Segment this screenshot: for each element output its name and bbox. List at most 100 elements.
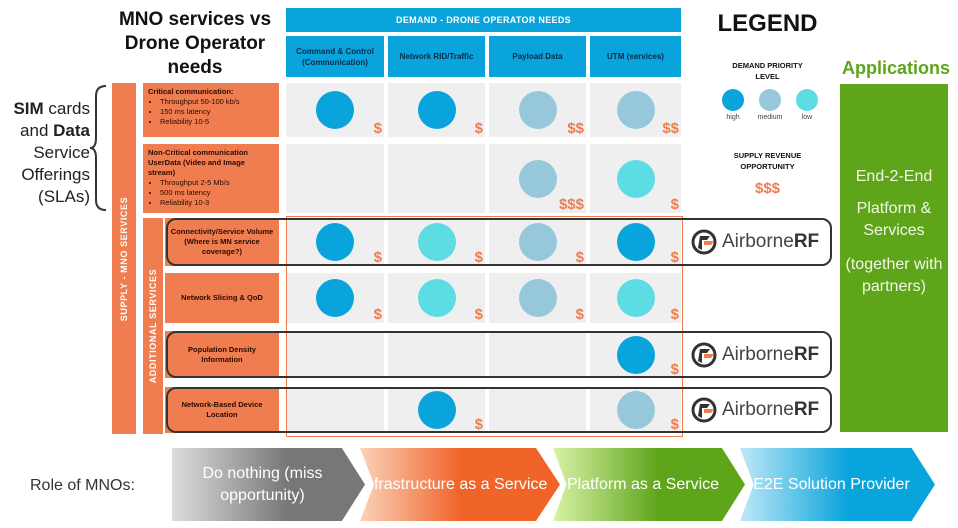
revenue-symbol: $ [373,120,382,137]
role-step-iaas: Infrastructure as a Service [360,448,560,521]
row-bullets: Throughput 50-100 kb/s150 ms latencyReli… [160,97,274,127]
matrix-cell: $ [489,273,586,323]
service-offerings-text: Service Offerings (SLAs) [21,143,90,206]
sim-word: SIM [13,99,44,118]
page-title: MNO services vs Drone Operator needs [118,9,272,78]
row-bullet: 500 ms latency [160,188,274,198]
priority-dot-high [417,391,456,429]
rf-text: RF [793,399,820,420]
revenue-symbol: $$ [662,120,679,137]
legend-priority-title: DEMAND PRIORITY LEVEL [732,61,803,81]
demand-header: DEMAND - DRONE OPERATOR NEEDS [286,8,681,32]
airborne-rf-highlight-population [166,331,832,378]
matrix-cell: $ [388,387,485,433]
matrix-cell: $ [489,218,586,266]
row-bullets: Throughput 2-5 Mb/s500 ms latencyReliabi… [160,178,274,208]
revenue-symbol: $ [474,306,483,323]
row-title: Connectivity/Service Volume (Where is MN… [170,227,274,256]
row-title: Network Slicing & QoD [181,293,263,302]
matrix-cell [388,144,485,213]
matrix-cell [286,387,384,433]
priority-dot-medium [616,391,655,429]
matrix-cell: $ [388,273,485,323]
airborne-rf-logo: AirborneRF [690,340,830,370]
column-header-network-rid: Network RID/Traffic [388,36,485,77]
matrix-cell: $ [286,273,384,323]
airborne-rf-wordmark: AirborneRF [722,399,819,421]
row-title: Population Density Information [188,344,256,364]
applications-box: End-2-End Platform & Services (together … [840,84,948,432]
legend-low-label: low [801,114,813,121]
matrix-cell: $$$ [489,144,586,213]
airborne-rf-logo: AirborneRF [690,227,830,257]
priority-dot-high [316,223,354,261]
supply-mno-services-bar: SUPPLY - MNO SERVICES [112,83,136,434]
apps-line-2: Platform & Services [856,200,932,239]
revenue-symbol: $ [670,249,679,266]
priority-dot-medium [518,159,557,198]
legend-high-label: high [726,114,740,121]
apps-line-1: End-2-End [855,168,933,185]
matrix-cell: $ [590,331,681,378]
matrix-cell: $$ [590,83,681,137]
legend-low-dot [796,89,818,111]
matrix-cell [489,331,586,378]
airborne-rf-logo: AirborneRF [690,395,830,425]
revenue-symbol: $$ [567,120,584,137]
matrix-cell: $ [590,144,681,213]
matrix-cell: $ [286,83,384,137]
priority-dot-high [417,91,456,129]
priority-dot-high [616,223,655,261]
priority-dot-low [417,223,456,261]
legend-revenue-symbol: $$$ [754,180,781,197]
row-bullet: Throughput 50-100 kb/s [160,97,274,107]
additional-services-frame [286,216,683,437]
row-label-non-critical-communication: Non-Critical communication UserData (Vid… [143,144,279,213]
row-label-network-based-location: Network-Based Device Location [165,387,279,433]
matrix-cell: $ [286,218,384,266]
priority-dot-high [616,335,655,374]
revenue-symbol: $ [474,416,483,433]
applications-title: Applications [841,58,950,78]
additional-services-bar: ADDITIONAL SERVICES [143,218,163,434]
matrix-cell: $ [590,273,681,323]
airborne-rf-emblem-icon [691,229,717,255]
priority-dot-medium [518,91,557,129]
priority-dot-medium [518,223,557,261]
data-word: Data [53,121,90,140]
column-header-payload-data: Payload Data [489,36,586,77]
role-of-mnos-label: Role of MNOs: [30,477,135,494]
row-label-connectivity-service-volume: Connectivity/Service Volume (Where is MN… [165,218,279,266]
revenue-symbol: $$$ [558,196,584,213]
role-step-do-nothing: Do nothing (miss opportunity) [172,448,365,521]
row-bullet: Reliability 10-5 [160,117,274,127]
legend-revenue-title: SUPPLY REVENUE OPPORTUNITY [733,151,802,171]
column-header-command-control: Command & Control (Communication) [286,36,384,77]
airborne-text: Airborne [722,231,794,252]
matrix-cell [489,387,586,433]
row-title: Critical communication: [148,87,234,96]
airborne-rf-highlight-connectivity [166,218,832,266]
revenue-symbol: $ [670,306,679,323]
airborne-rf-wordmark: AirborneRF [722,344,819,366]
matrix-cell [286,144,384,213]
airborne-text: Airborne [722,344,794,365]
matrix-cell [388,331,485,378]
row-label-network-slicing-qod: Network Slicing & QoD [165,273,279,323]
revenue-symbol: $ [373,249,382,266]
supply-label: SUPPLY - MNO SERVICES [119,196,129,321]
revenue-symbol: $ [575,249,584,266]
legend-title: LEGEND [717,10,818,37]
priority-dot-high [316,91,354,129]
priority-dot-low [616,159,655,198]
and-word: and [20,121,54,140]
matrix-cell [286,331,384,378]
row-label-critical-communication: Critical communication:Throughput 50-100… [143,83,279,137]
legend-medium-label: medium [757,114,783,121]
row-bullet: Throughput 2-5 Mb/s [160,178,274,188]
role-step-paas: Platform as a Service [553,448,745,521]
priority-dot-low [616,279,655,317]
additional-services-label: ADDITIONAL SERVICES [148,268,158,384]
apps-line-3: (together with partners) [845,256,943,295]
airborne-rf-wordmark: AirborneRF [722,231,819,253]
